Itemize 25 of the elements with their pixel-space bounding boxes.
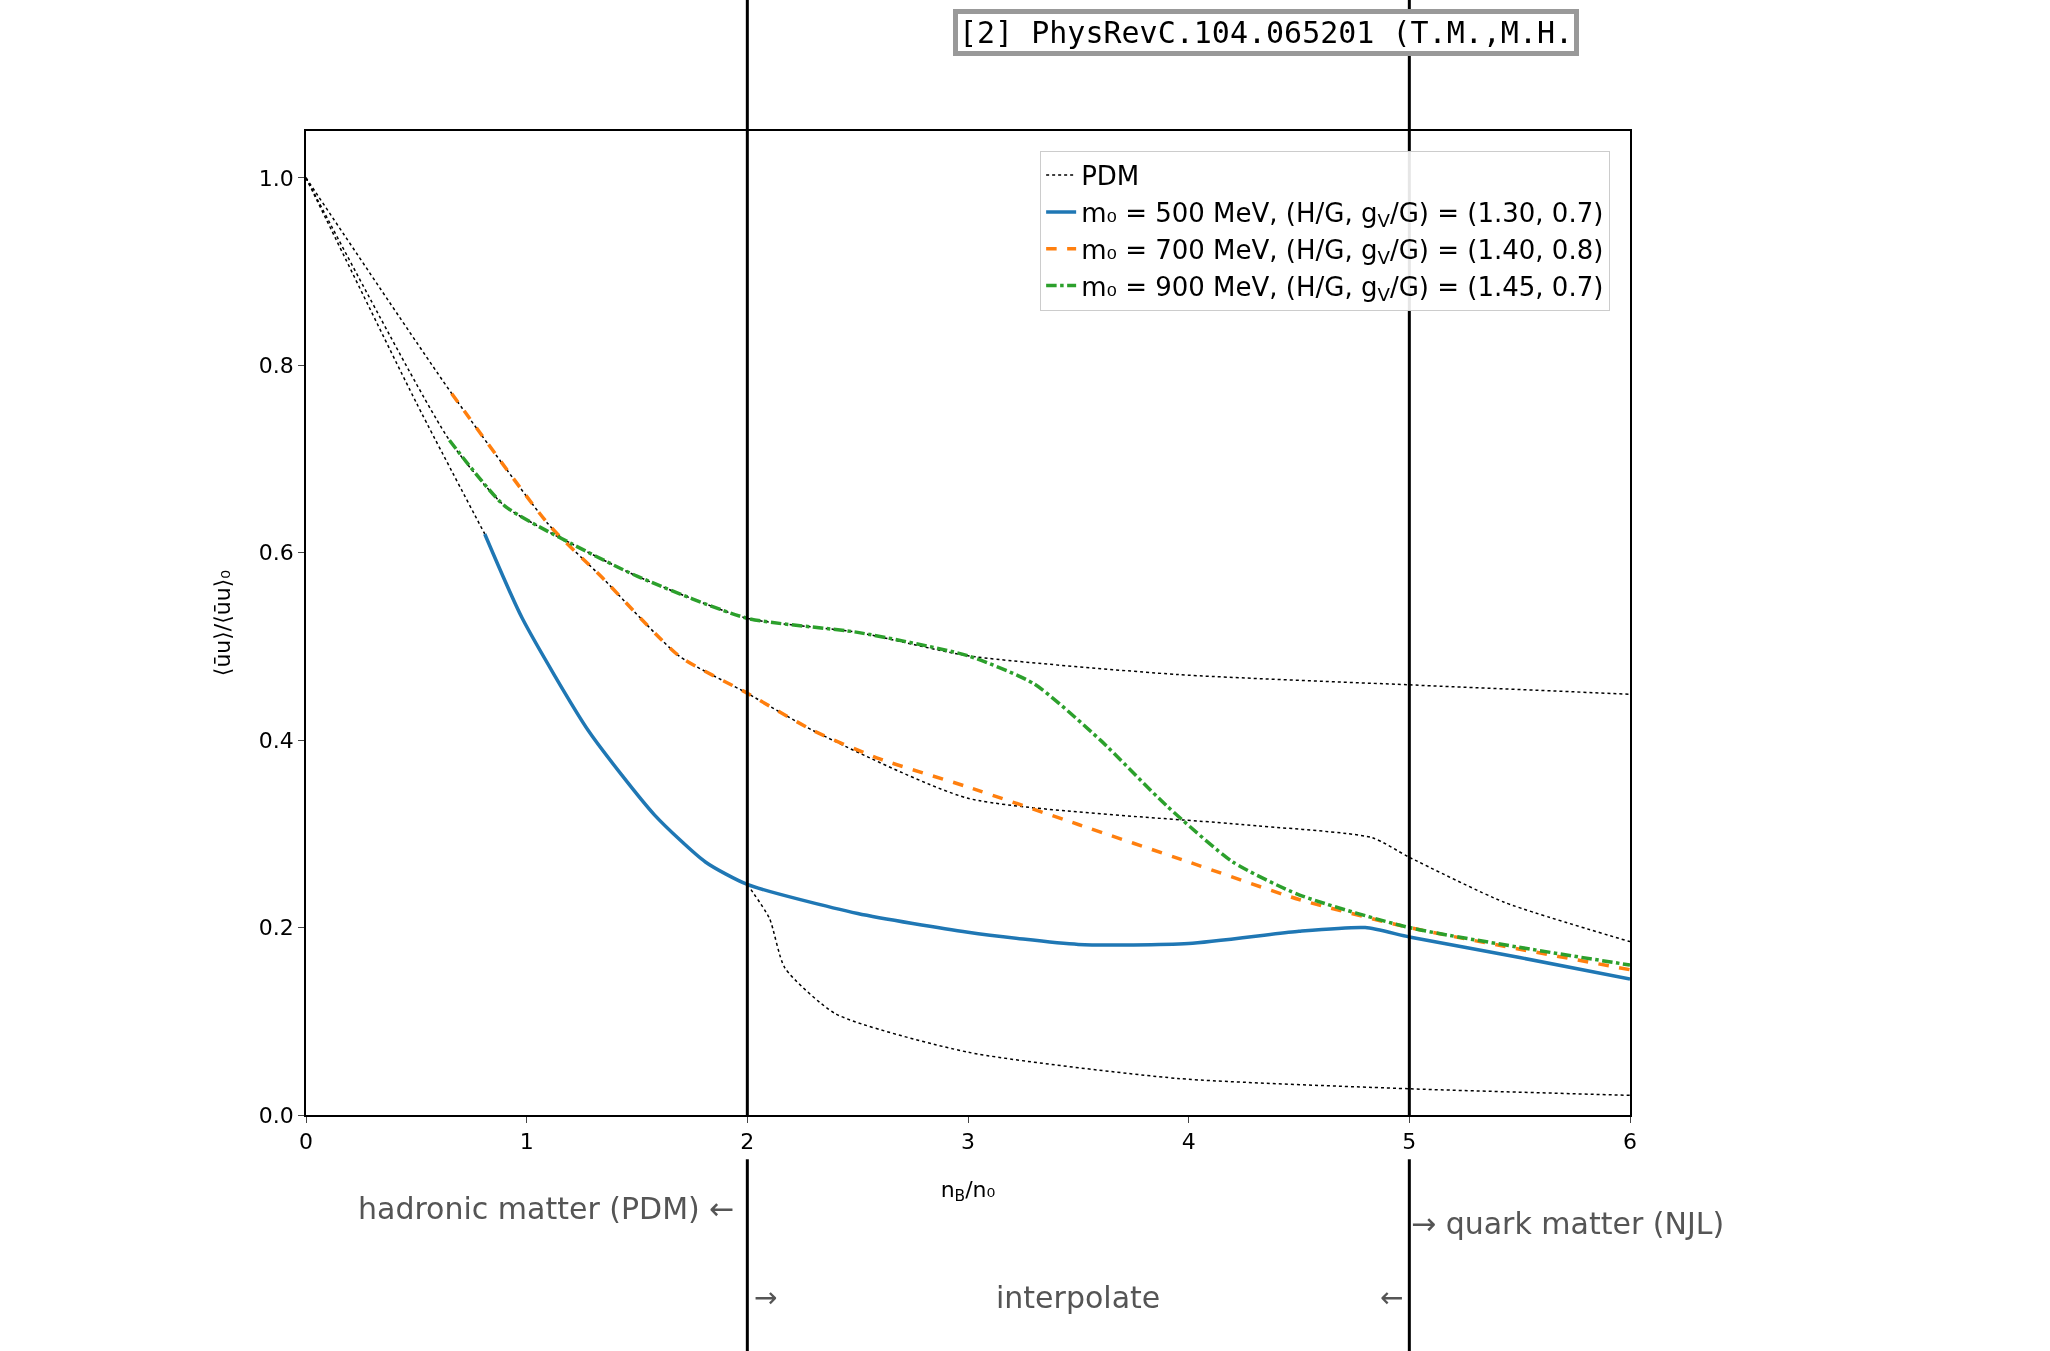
text: →	[754, 1281, 778, 1314]
text: interpolate	[996, 1280, 1161, 1315]
y-tick-label: 1.0	[258, 165, 294, 191]
y-tick-label: 0.8	[258, 352, 294, 378]
x-tick-label: 4	[1181, 1129, 1196, 1155]
legend-label: PDM	[1081, 161, 1140, 192]
y-tick-label: 0.4	[258, 727, 294, 753]
legend-label: m₀ = 500 MeV, (H/G, g$_{V}$/G) = (1.30, 0.7)	[1081, 198, 1604, 232]
x-tick-label: 2	[740, 1129, 755, 1155]
legend-label: m₀ = 900 MeV, (H/G, g$_{V}$/G) = (1.45, 0.7)	[1081, 271, 1604, 306]
text: hadronic matter (PDM) ←	[358, 1191, 735, 1226]
x-tick-label: 0	[299, 1129, 313, 1155]
x-tick-label: 1	[519, 1129, 534, 1155]
y-tick-label: 0.0	[258, 1102, 294, 1128]
text: ←	[1380, 1281, 1404, 1314]
x-tick-label: 6	[1623, 1129, 1637, 1155]
y-axis-title: ⟨ūu⟩/⟨ūu⟩₀	[210, 569, 236, 677]
x-tick-label: 3	[961, 1129, 975, 1155]
text: [2] PhysRevC.104.065201 (T.M.,M.H.	[959, 15, 1574, 50]
y-tick-label: 0.2	[258, 915, 294, 941]
x-axis-title: n$_{B}$/n₀	[940, 1176, 996, 1206]
x-tick-label: 5	[1402, 1129, 1417, 1155]
text: → quark matter (NJL)	[1411, 1206, 1725, 1241]
legend-label: m₀ = 700 MeV, (H/G, g$_{V}$/G) = (1.40, 0.8)	[1081, 234, 1604, 269]
y-tick-label: 0.6	[258, 540, 294, 566]
